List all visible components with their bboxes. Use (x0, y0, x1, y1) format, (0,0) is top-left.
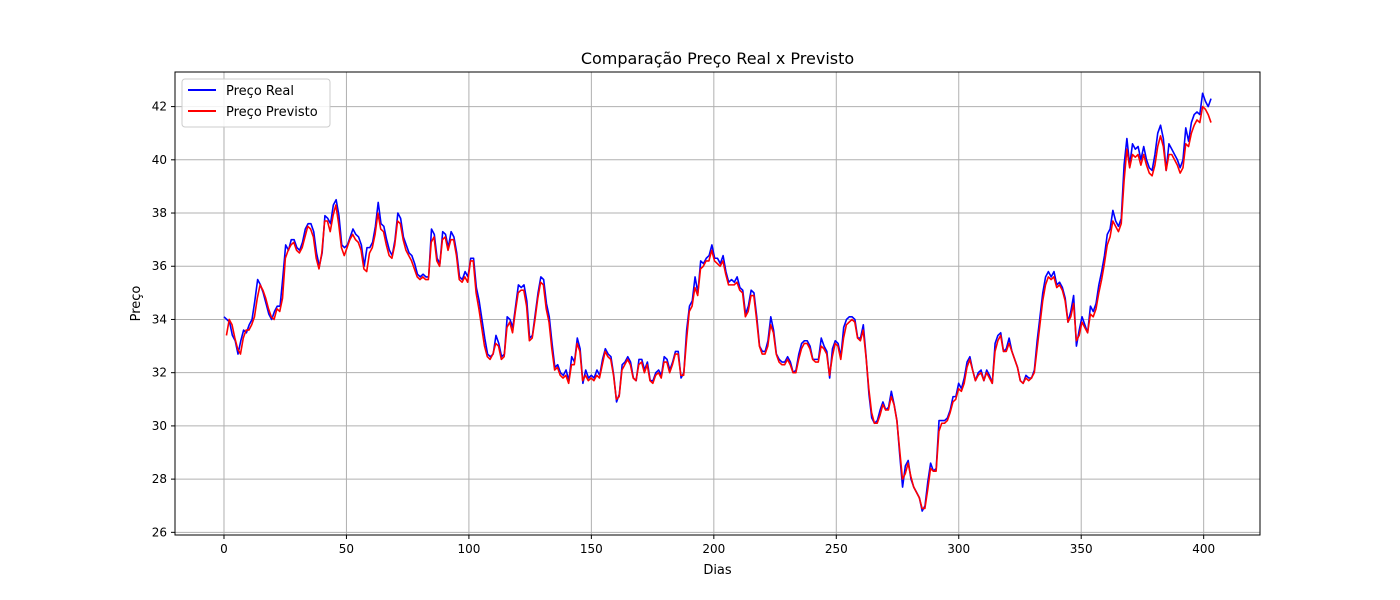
x-tick-label: 350 (1070, 542, 1093, 556)
y-axis: 26 28 30 32 34 36 38 40 42 (152, 100, 175, 539)
plot-frame (174, 71, 1261, 536)
y-tick-label: 30 (152, 419, 167, 433)
x-tick-label: 150 (580, 542, 603, 556)
x-axis-label: Dias (703, 563, 732, 578)
y-tick-label: 34 (152, 312, 167, 326)
y-axis-label: Preço (129, 286, 144, 322)
x-tick-label: 250 (825, 542, 848, 556)
y-tick-label: 42 (152, 100, 167, 114)
legend-box (181, 78, 331, 128)
x-tick-label: 400 (1192, 542, 1215, 556)
x-tick-label: 100 (457, 542, 480, 556)
legend: Preço Real Preço Previsto (181, 78, 331, 128)
x-tick-label: 300 (947, 542, 970, 556)
x-tick-label: 200 (702, 542, 725, 556)
series-layer (223, 92, 1212, 512)
chart-title: Comparação Preço Real x Previsto (581, 49, 854, 68)
y-tick-label: 38 (152, 206, 167, 220)
grid (175, 72, 1260, 535)
legend-label-real: Preço Real (226, 84, 294, 99)
y-tick-label: 40 (152, 153, 167, 167)
x-tick-label: 50 (339, 542, 354, 556)
series-line-0 (223, 92, 1212, 512)
x-axis: 0 50 100 150 200 250 300 350 400 (220, 535, 1215, 556)
y-tick-label: 26 (152, 525, 167, 539)
y-tick-label: 32 (152, 366, 167, 380)
plot-area (175, 72, 1260, 535)
series-line-1 (225, 105, 1212, 510)
y-tick-label: 36 (152, 259, 167, 273)
y-tick-label: 28 (152, 472, 167, 486)
x-tick-label: 0 (220, 542, 228, 556)
legend-label-previsto: Preço Previsto (226, 105, 318, 120)
